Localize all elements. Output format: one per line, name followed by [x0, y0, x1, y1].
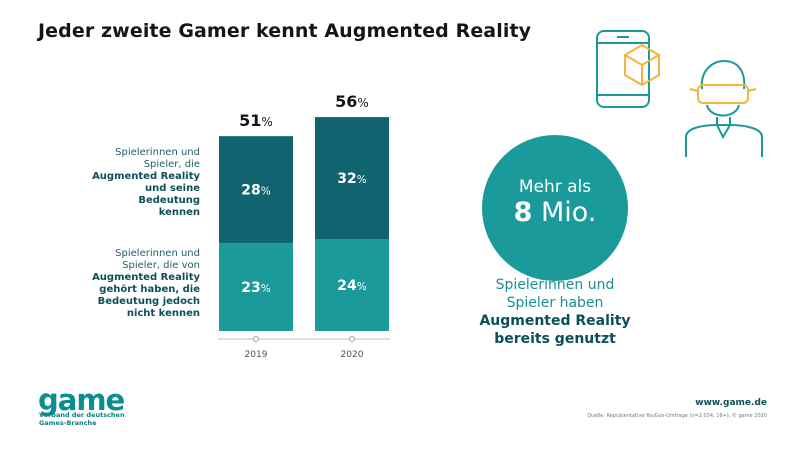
website-link[interactable]: www.game.de — [695, 398, 767, 408]
total-label-2020: 56% — [335, 92, 369, 111]
source-note: Quelle: Repräsentative YouGov-Umfrage (n… — [587, 413, 767, 419]
game-logo[interactable]: game — [38, 383, 125, 417]
page-title: Jeder zweite Gamer kennt Augmented Reali… — [38, 20, 532, 42]
axis-tick-2019 — [253, 336, 259, 342]
legend-top-label: Spielerinnen und Spieler, die Augmented … — [92, 147, 200, 218]
vr-person-icon — [685, 59, 763, 157]
total-label-2019: 51% — [239, 111, 273, 130]
logo-subtitle: Verband der deutschen Games-Branche — [39, 411, 125, 427]
smartphone-icon — [596, 30, 650, 108]
bar-2019-series-1 — [219, 136, 293, 244]
bar-label-2020-series-0: 24% — [337, 278, 366, 294]
highlight-prefix: Mehr als — [518, 177, 592, 197]
bar-label-2019-series-1: 28% — [241, 183, 270, 199]
bar-2020-series-1 — [315, 117, 389, 240]
highlight-circle: Mehr als 8 Mio. — [482, 135, 628, 281]
bar-2019-series-0 — [219, 243, 293, 331]
ar-illustration — [596, 30, 763, 157]
bar-label-2020-series-1: 32% — [337, 171, 366, 187]
legend-bottom-label: Spielerinnen und Spieler, die von Augmen… — [92, 248, 200, 319]
bar-2020-series-0 — [315, 239, 389, 331]
highlight-value: 8 Mio. — [513, 197, 597, 228]
highlight-description: Spielerinnen und Spieler haben Augmented… — [479, 277, 631, 347]
axis-tick-2020 — [349, 336, 355, 342]
bar-label-2019-series-0: 23% — [241, 280, 270, 296]
x-tick-label-2019: 2019 — [245, 350, 268, 360]
cube-icon — [623, 43, 661, 87]
x-tick-label-2020: 2020 — [341, 350, 364, 360]
